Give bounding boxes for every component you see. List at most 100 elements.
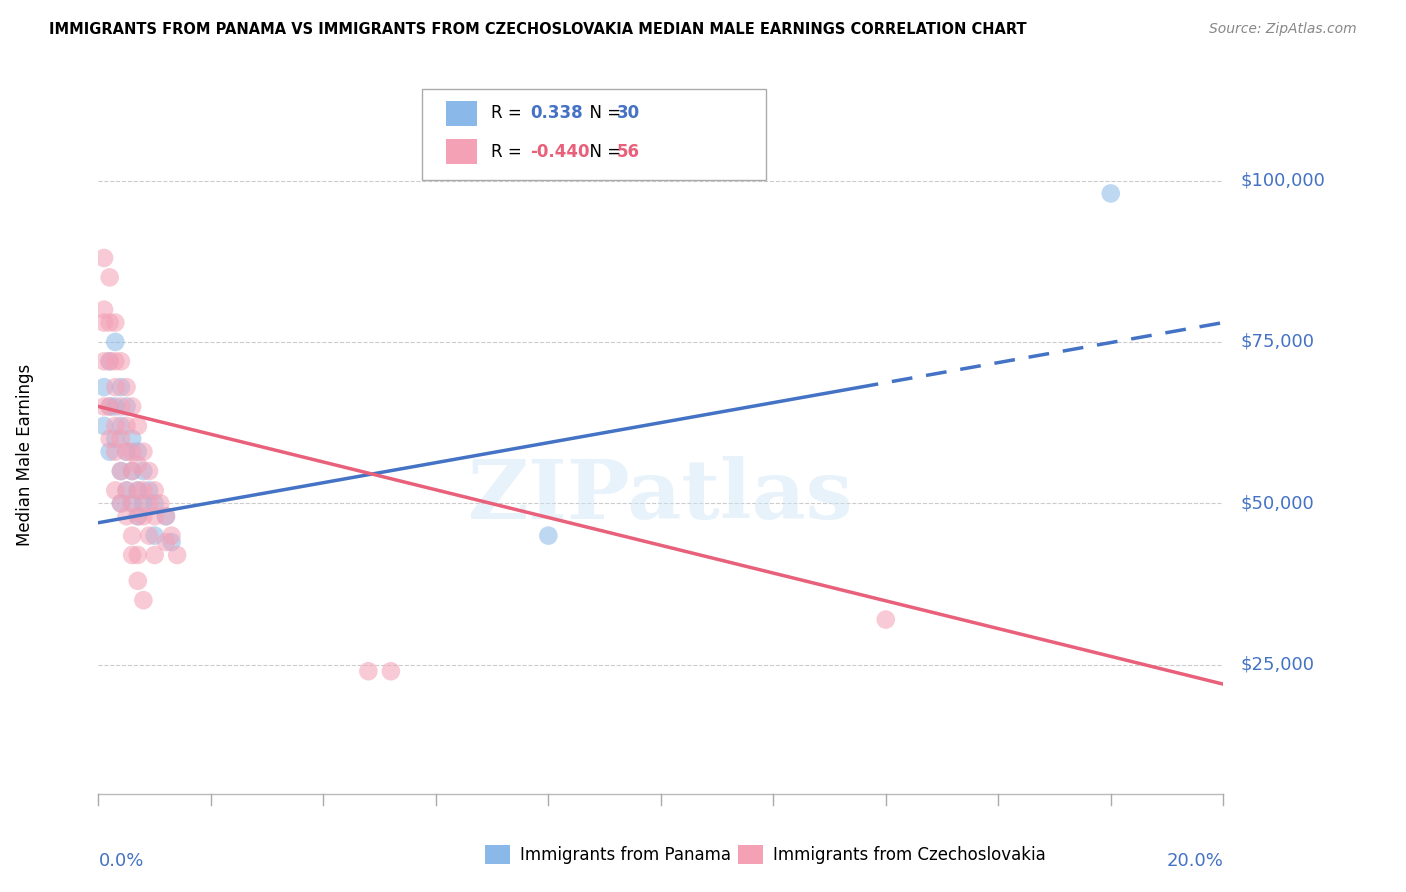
Point [357, 664, 380, 678]
Point [160, 535, 183, 549]
Point [98, 354, 121, 368]
Point [121, 464, 143, 478]
Point [104, 334, 127, 349]
Text: -0.440: -0.440 [530, 143, 589, 161]
Point [110, 464, 132, 478]
Point [104, 380, 127, 394]
Point [104, 316, 127, 330]
Point [132, 593, 155, 607]
Point [121, 496, 143, 510]
Text: Source: ZipAtlas.com: Source: ZipAtlas.com [1209, 22, 1357, 37]
Text: Median Male Earnings: Median Male Earnings [17, 364, 34, 546]
Point [98, 354, 121, 368]
Point [93, 316, 115, 330]
Point [166, 548, 188, 562]
Point [155, 509, 177, 524]
Point [110, 418, 132, 433]
Point [110, 464, 132, 478]
Text: R =: R = [491, 104, 527, 122]
Point [149, 496, 172, 510]
Text: $25,000: $25,000 [1240, 656, 1315, 673]
Text: N =: N = [579, 143, 627, 161]
Point [115, 400, 138, 414]
Point [127, 548, 149, 562]
Point [143, 496, 166, 510]
Text: ZIPatlas: ZIPatlas [468, 456, 853, 535]
Point [115, 444, 138, 458]
Text: IMMIGRANTS FROM PANAMA VS IMMIGRANTS FROM CZECHOSLOVAKIA MEDIAN MALE EARNINGS CO: IMMIGRANTS FROM PANAMA VS IMMIGRANTS FRO… [49, 22, 1026, 37]
Point [132, 483, 155, 498]
Point [875, 613, 897, 627]
Point [110, 432, 132, 446]
Text: $50,000: $50,000 [1240, 494, 1313, 512]
Point [110, 496, 132, 510]
Point [127, 574, 149, 588]
Point [143, 528, 166, 542]
Point [121, 548, 143, 562]
Point [98, 316, 121, 330]
Text: 56: 56 [617, 143, 640, 161]
Text: 20.0%: 20.0% [1167, 852, 1223, 870]
Point [121, 528, 143, 542]
Text: Immigrants from Czechoslovakia: Immigrants from Czechoslovakia [773, 846, 1046, 863]
Point [155, 509, 177, 524]
Point [104, 432, 127, 446]
Point [115, 380, 138, 394]
Text: R =: R = [491, 143, 527, 161]
Point [121, 432, 143, 446]
Point [138, 483, 160, 498]
Point [127, 509, 149, 524]
Point [132, 464, 155, 478]
Point [98, 432, 121, 446]
Point [104, 444, 127, 458]
Point [93, 418, 115, 433]
Point [110, 400, 132, 414]
Text: $100,000: $100,000 [1240, 171, 1324, 189]
Text: 30: 30 [617, 104, 640, 122]
Point [132, 509, 155, 524]
Point [115, 418, 138, 433]
Text: N =: N = [579, 104, 627, 122]
Point [93, 302, 115, 317]
Point [143, 509, 166, 524]
Point [104, 418, 127, 433]
Point [121, 400, 143, 414]
Point [127, 418, 149, 433]
Point [110, 380, 132, 394]
Point [380, 664, 402, 678]
Point [110, 354, 132, 368]
Point [98, 400, 121, 414]
Point [127, 509, 149, 524]
Point [132, 444, 155, 458]
Point [121, 496, 143, 510]
Point [127, 458, 149, 472]
Point [143, 483, 166, 498]
Point [104, 400, 127, 414]
Point [93, 251, 115, 265]
Point [127, 483, 149, 498]
Point [115, 483, 138, 498]
Point [121, 464, 143, 478]
Point [93, 380, 115, 394]
Text: 0.338: 0.338 [530, 104, 582, 122]
Point [1099, 186, 1122, 201]
Point [98, 444, 121, 458]
Point [537, 528, 560, 542]
Point [138, 464, 160, 478]
Point [98, 270, 121, 285]
Point [93, 400, 115, 414]
Text: $75,000: $75,000 [1240, 333, 1315, 351]
Point [132, 496, 155, 510]
Point [104, 483, 127, 498]
Point [138, 496, 160, 510]
Point [98, 400, 121, 414]
Point [143, 548, 166, 562]
Point [127, 444, 149, 458]
Point [160, 528, 183, 542]
Point [104, 354, 127, 368]
Point [127, 483, 149, 498]
Point [110, 496, 132, 510]
Point [155, 535, 177, 549]
Text: 0.0%: 0.0% [98, 852, 143, 870]
Point [93, 354, 115, 368]
